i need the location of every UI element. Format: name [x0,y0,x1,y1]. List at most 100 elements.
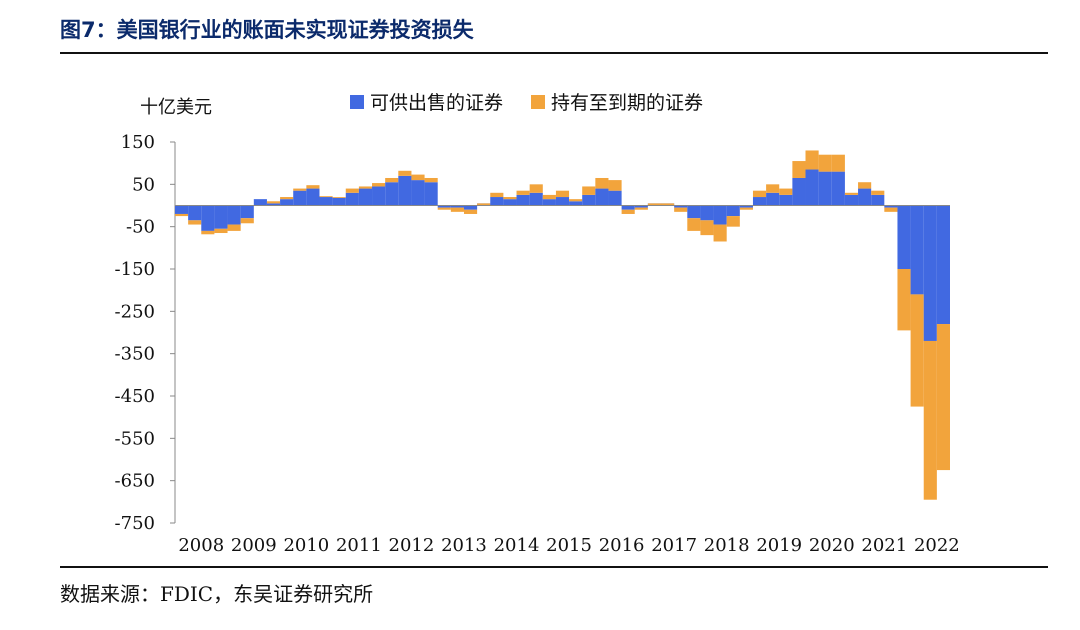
bar-htm [385,177,399,183]
bar-htm [818,154,832,172]
bar-afs [529,192,543,206]
top-rule [60,52,1048,54]
legend-label-htm: 持有至到期的证券 [551,92,704,114]
x-tick-label: 2021 [861,535,907,556]
bar-htm [411,174,425,181]
bar-htm [542,194,556,200]
bar-afs [752,197,767,206]
bar-htm [529,184,543,193]
x-tick-label: 2013 [441,535,487,556]
legend-swatch-htm [531,94,546,109]
bar-afs [713,205,727,225]
bar-afs [608,190,622,206]
bar-htm [871,190,885,195]
bar-htm [858,182,872,189]
x-tick-label: 2012 [389,535,435,556]
bar-htm [306,185,320,189]
x-tick-label: 2010 [283,535,329,556]
bar-htm [766,184,780,193]
bar-afs [293,190,307,206]
bar-htm [595,177,609,189]
legend-swatch-afs [350,94,364,109]
x-tick-label: 2015 [546,535,592,556]
bar-afs [358,188,373,206]
bar-afs [936,205,950,325]
bar-afs [831,171,845,206]
bar-htm [923,340,937,500]
bar-htm [805,150,819,170]
bottom-rule [60,566,1048,568]
bar-htm [831,154,845,172]
bar-htm [569,199,583,202]
bar-htm [332,197,346,198]
bar-afs [175,205,189,214]
bar-htm [739,207,753,210]
bar-afs [372,186,386,206]
bar-htm [477,203,491,206]
bar-htm [450,207,464,212]
legend-item-afs: 可供出售的证券 [350,88,503,115]
bar-htm [647,203,662,206]
bar-afs [437,205,451,208]
x-tick-label: 2019 [756,535,802,556]
y-tick-label: -550 [115,428,155,449]
bar-afs [569,201,583,206]
bar-afs [739,205,753,208]
bar-afs [897,205,911,269]
bar-afs [424,182,438,206]
bar-afs [542,199,556,206]
bar-htm [319,196,333,198]
bar-afs [398,175,412,206]
bar-afs [844,194,859,206]
y-tick-label: -250 [115,301,155,322]
bar-htm [516,190,530,195]
bar-afs [726,205,740,217]
bar-htm [897,269,911,331]
bar-afs [450,205,464,208]
bar-afs [227,205,241,225]
bar-afs [634,205,648,208]
y-tick-label: -750 [115,513,155,534]
bar-afs [700,205,714,221]
legend-item-htm: 持有至到期的证券 [531,88,703,115]
bar-htm [608,180,622,191]
bar-afs [188,205,202,221]
bar-htm [358,186,373,189]
bar-afs [687,205,701,219]
bar-htm [293,188,307,191]
bar-afs [818,171,832,206]
bar-htm [779,188,793,195]
bar-htm [700,220,714,236]
bar-afs [201,205,215,231]
bar-htm [280,197,294,200]
x-tick-label: 2009 [231,535,277,556]
bar-htm [582,186,596,195]
bar-afs [463,205,478,210]
bar-htm [674,207,688,212]
bar-afs [319,197,333,206]
bar-afs [280,199,294,206]
bar-htm [490,192,504,198]
bar-afs [805,169,819,206]
source-note: 数据来源：FDIC，东吴证券研究所 [60,582,374,606]
y-tick-label: -650 [115,471,155,492]
bar-htm [555,190,570,198]
bar-afs [910,205,924,295]
bar-htm [463,209,478,214]
bar-htm [503,197,517,200]
bar-htm [910,294,924,407]
bar-htm [752,190,767,198]
bar-htm [661,203,675,206]
bar-htm [398,170,412,176]
bar-afs [674,205,688,208]
bar-afs [411,180,425,206]
legend-label-afs: 可供出售的证券 [370,92,504,114]
bar-htm [175,213,189,217]
bar-htm [621,209,635,214]
y-tick-label: -350 [115,344,155,365]
bar-afs [595,188,609,206]
x-tick-label: 2020 [809,535,855,556]
bar-htm [266,201,281,204]
bar-htm [240,218,254,224]
bar-afs [306,188,320,206]
